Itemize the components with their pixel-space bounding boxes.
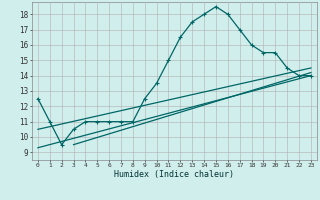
X-axis label: Humidex (Indice chaleur): Humidex (Indice chaleur) <box>115 170 234 179</box>
